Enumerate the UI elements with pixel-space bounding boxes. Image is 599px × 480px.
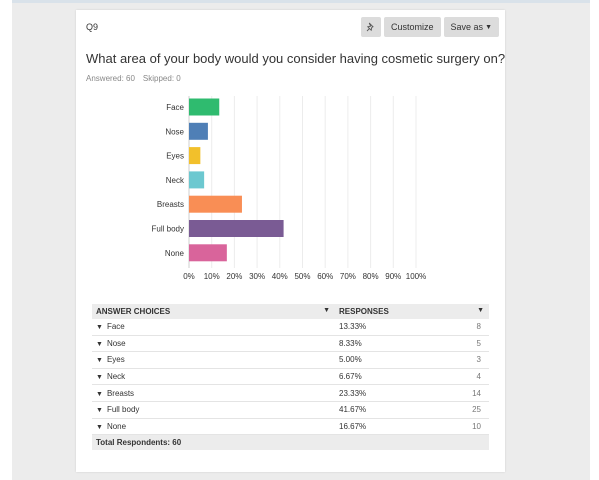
table-header-row: ANSWER CHOICES ▼ RESPONSES ▼: [92, 304, 489, 319]
bar-breasts[interactable]: [189, 195, 242, 213]
answer-table: ANSWER CHOICES ▼ RESPONSES ▼ ▼ Face 13.33…: [92, 304, 489, 451]
bar-neck[interactable]: [189, 171, 205, 189]
choice-label: Eyes: [106, 355, 125, 365]
skipped-count: Skipped: 0: [142, 74, 181, 83]
table-row: ▼ Neck 6.67% 4: [92, 368, 489, 386]
category-label: Neck: [166, 176, 185, 185]
caret-down-icon: ▼: [485, 23, 492, 31]
choice-label: Neck: [106, 372, 126, 382]
responses-label: RESPONSES: [339, 307, 389, 316]
response-summary: Answered: 60 Skipped: 0: [86, 74, 181, 83]
x-tick-label: 30%: [249, 272, 265, 281]
percent-cell: 23.33%: [335, 384, 463, 402]
table-row: ▼ Full body 41.67% 25: [92, 401, 489, 419]
row-caret-icon: ▼: [96, 340, 103, 348]
question-toolbar: Customize Save as ▼: [361, 17, 499, 37]
answer-choices-header[interactable]: ANSWER CHOICES ▼: [92, 304, 335, 319]
row-caret-icon: ▼: [96, 374, 103, 382]
category-label: Nose: [165, 127, 184, 136]
category-label: Breasts: [157, 200, 184, 209]
row-caret-icon: ▼: [96, 407, 103, 415]
bar-none[interactable]: [189, 244, 227, 262]
total-respondents: Total Respondents: 60: [92, 434, 489, 451]
percent-cell: 13.33%: [335, 319, 463, 336]
row-caret-icon: ▼: [96, 423, 103, 431]
table-row: ▼ Nose 8.33% 5: [92, 335, 489, 353]
percent-cell: 6.67%: [335, 368, 463, 386]
question-title: What area of your body would you conside…: [86, 51, 506, 66]
choice-cell[interactable]: ▼ None: [92, 418, 335, 436]
save-as-label: Save as: [450, 22, 484, 32]
choice-label: None: [106, 421, 127, 431]
table-row: ▼ Face 13.33% 8: [92, 319, 489, 336]
percent-cell: 41.67%: [335, 401, 463, 419]
category-label: Face: [166, 103, 184, 112]
question-card: Q9 Customize Save as ▼ What area of your…: [76, 10, 505, 472]
table-row: ▼ Eyes 5.00% 3: [92, 351, 489, 369]
count-cell: 8: [463, 319, 489, 336]
sort-caret-icon: ▼: [477, 307, 484, 314]
x-tick-label: 90%: [385, 272, 401, 281]
x-tick-label: 10%: [204, 272, 220, 281]
choice-cell[interactable]: ▼ Face: [92, 319, 335, 336]
category-label: None: [165, 249, 185, 258]
x-tick-label: 0%: [183, 272, 195, 281]
choice-label: Breasts: [106, 388, 135, 398]
x-tick-label: 70%: [340, 272, 356, 281]
row-caret-icon: ▼: [96, 324, 103, 332]
count-cell: 5: [463, 335, 489, 353]
category-label: Full body: [152, 225, 184, 234]
count-cell: 3: [463, 351, 489, 369]
count-cell: 4: [463, 368, 489, 386]
x-tick-label: 100%: [406, 272, 426, 281]
table-row: ▼ None 16.67% 10: [92, 418, 489, 436]
percent-cell: 5.00%: [335, 351, 463, 369]
x-tick-label: 50%: [294, 272, 310, 281]
sort-caret-icon: ▼: [323, 307, 330, 314]
bar-eyes[interactable]: [189, 147, 201, 165]
choice-cell[interactable]: ▼ Neck: [92, 368, 335, 386]
count-cell: 14: [463, 384, 489, 402]
category-label: Eyes: [166, 152, 184, 161]
count-cell: 10: [463, 418, 489, 436]
x-tick-label: 60%: [317, 272, 333, 281]
choice-label: Face: [106, 322, 125, 332]
customize-button[interactable]: Customize: [384, 17, 441, 37]
choice-label: Nose: [106, 338, 126, 348]
customize-label: Customize: [391, 22, 434, 32]
bar-nose[interactable]: [189, 122, 208, 140]
bar-face[interactable]: [189, 98, 220, 116]
top-divider: [12, 0, 590, 3]
choice-label: Full body: [106, 405, 140, 415]
x-tick-label: 20%: [226, 272, 242, 281]
answered-count: Answered: 60: [86, 74, 135, 83]
bar-full-body[interactable]: [189, 220, 284, 237]
percent-cell: 8.33%: [335, 335, 463, 353]
count-cell: 25: [463, 401, 489, 419]
responses-header[interactable]: RESPONSES ▼: [335, 304, 489, 319]
total-row: Total Respondents: 60: [92, 434, 489, 451]
choice-cell[interactable]: ▼ Eyes: [92, 351, 335, 369]
choice-cell[interactable]: ▼ Breasts: [92, 384, 335, 402]
percent-cell: 16.67%: [335, 418, 463, 436]
choice-cell[interactable]: ▼ Full body: [92, 401, 335, 419]
answer-choices-label: ANSWER CHOICES: [96, 307, 171, 316]
x-tick-label: 80%: [363, 272, 379, 281]
row-caret-icon: ▼: [96, 390, 103, 398]
pin-button[interactable]: [361, 17, 382, 37]
question-number: Q9: [86, 22, 99, 32]
table-row: ▼ Breasts 23.33% 14: [92, 384, 489, 402]
choice-cell[interactable]: ▼ Nose: [92, 335, 335, 353]
x-tick-label: 40%: [272, 272, 288, 281]
save-as-button[interactable]: Save as ▼: [443, 17, 499, 37]
pin-icon: [366, 22, 374, 32]
row-caret-icon: ▼: [96, 357, 103, 365]
